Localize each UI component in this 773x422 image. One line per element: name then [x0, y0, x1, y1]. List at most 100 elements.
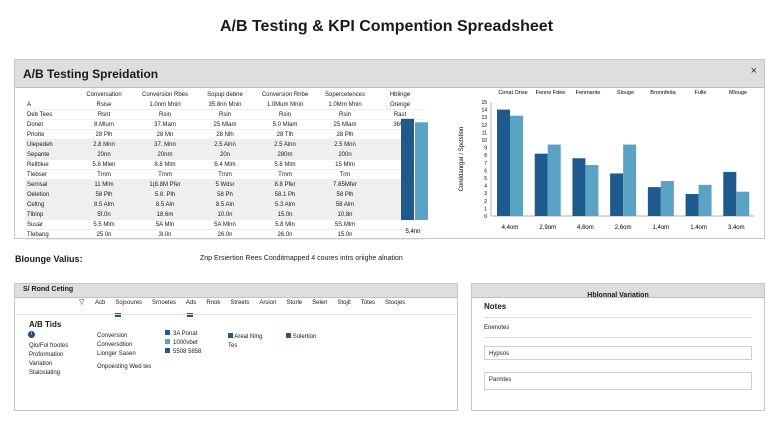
- mini-bar: [401, 118, 414, 220]
- y-tick-label: 13: [481, 115, 487, 121]
- table-cell: 2.5 Alnn: [195, 139, 255, 150]
- table-cell: 5.8 Mlen: [73, 159, 135, 170]
- enenotes-label: Enenotes: [484, 325, 510, 331]
- legend-swatch: [165, 330, 170, 335]
- table-cell: 2.5 Alnn: [255, 139, 315, 150]
- table-cell: 2.8 Mnn: [73, 139, 135, 150]
- close-icon[interactable]: ×: [750, 65, 757, 77]
- table-cell: [375, 129, 425, 140]
- table-cell: 58.1 Ph: [255, 189, 315, 200]
- table-cell: 8.5 Aln: [195, 199, 255, 210]
- info-icon[interactable]: i: [28, 331, 35, 338]
- row-label: Rellblue: [25, 159, 73, 170]
- tab-4[interactable]: Rnok: [206, 300, 221, 306]
- panel-title: Hblonnal Variation: [587, 292, 649, 299]
- table-cell: 6.4 Mlm: [195, 159, 255, 170]
- table-cell: 25 0n: [73, 229, 135, 240]
- tab-2[interactable]: Srnoetes: [152, 300, 177, 306]
- tab-6[interactable]: Arsion: [259, 300, 277, 306]
- bar: [497, 109, 510, 216]
- y-tick-label: 10: [481, 138, 487, 144]
- table-cell: 1.0Mum Mnin: [255, 100, 315, 110]
- tab-0[interactable]: Acb: [95, 300, 106, 306]
- table-cell: 15.0n: [315, 229, 375, 240]
- y-tick-label: 14: [481, 108, 487, 114]
- bar: [572, 158, 586, 216]
- legend-item: Areal Nlng: [234, 334, 263, 340]
- side-item[interactable]: Proformation: [29, 352, 64, 358]
- section-label: Blounge Valius:: [15, 254, 83, 264]
- table-row: Tlbinp 5f.0n 18.6m 10.0n 15.0n 10.8n: [25, 209, 425, 220]
- chart-column-header: Fenne Fdee: [536, 90, 566, 96]
- tab-10[interactable]: Totes: [360, 300, 376, 306]
- table-cell: 28 Plh: [315, 129, 375, 140]
- table-cell: 5.0 Mlam: [255, 119, 315, 130]
- tab-3[interactable]: Ads: [186, 300, 197, 306]
- row-label: Donet: [25, 119, 73, 130]
- table-cell: 18.6m: [135, 209, 195, 220]
- legend-item: Solertion: [292, 334, 317, 340]
- row-label: Tlebser: [25, 169, 73, 180]
- tab-indicator: [187, 313, 193, 317]
- x-tick-label: 2,9om: [539, 225, 556, 231]
- column-header: Sopup debne: [207, 92, 243, 98]
- tes-label: Tes: [228, 343, 238, 349]
- table-row: Tlebang 25 0n 3l.0n 26.0n 26.0n 15.0n: [25, 229, 425, 240]
- notes-panel: Hblonnal Variation Notes Enenotes Hypsos…: [471, 283, 765, 411]
- tab-9[interactable]: Stojit: [337, 300, 351, 306]
- tab-7[interactable]: Storle: [286, 300, 303, 306]
- table-row: A Rsise 1.0nm Mnin 35.8nn Mnin 1.0Mum Mnin 1.…: [25, 100, 425, 110]
- bar: [547, 144, 561, 216]
- y-tick-label: 5: [484, 176, 487, 182]
- dropdown-triangle-icon[interactable]: ▽: [79, 299, 85, 306]
- chart-column-header: Mlouge: [729, 90, 747, 96]
- table-row: Oeletion 58 Plh 5.8. Plh 58 Ph 58.1 Ph 58 Plh: [25, 189, 425, 200]
- tab-8[interactable]: Selen: [312, 300, 328, 306]
- conversion-label: Lionger Sasen: [97, 351, 136, 357]
- bar-chart: Conat Onse Fenne Fdee Fenmante Slouge Bronnf…: [459, 90, 755, 231]
- tab-1[interactable]: Sojsoures: [115, 300, 143, 306]
- footer-text: Onpoesting Wed tes: [97, 364, 152, 370]
- conversion-values: 3A Ponat 1000vbet 5508 5858: [165, 330, 201, 357]
- side-item[interactable]: Variation: [29, 361, 53, 367]
- row-label: Sepante: [25, 149, 73, 160]
- table-cell: [375, 169, 425, 180]
- table-cell: 20nn: [73, 149, 135, 160]
- side-item[interactable]: Staloslating: [29, 370, 61, 376]
- table-cell: Trnm: [195, 169, 255, 180]
- conversion-value: 1000vbet: [173, 340, 198, 346]
- table-cell: 37. Mnn: [135, 139, 195, 150]
- panel-header: Hblonnal Variation: [472, 284, 764, 299]
- tab-bar: Acb Sojsoures Srnoetes Ads Rnok Streets Arsion…: [95, 300, 415, 306]
- tab-5[interactable]: Streets: [230, 300, 250, 306]
- table-cell: 5A Mln: [135, 219, 195, 230]
- ab-testing-panel: A/B Testing Spreidation × Conversation Co…: [14, 59, 765, 240]
- row-label: Oeletion: [25, 189, 73, 200]
- table-cell: 10.0n: [195, 209, 255, 220]
- table-cell: 5.8 Mlm: [255, 159, 315, 170]
- row-label: A: [25, 100, 73, 110]
- conversion-value-row: 3A Ponat: [165, 330, 201, 339]
- x-tick-label: 3,4om: [728, 225, 745, 231]
- column-header: Conversion Rbes: [141, 92, 189, 98]
- tab-11[interactable]: Stoojes: [385, 300, 406, 306]
- chart-column-header: Slouge: [617, 90, 634, 96]
- conversion-value: 5508 5858: [173, 349, 202, 355]
- hypsos-field[interactable]: Hypsos: [484, 346, 752, 360]
- section-description: Znp Ersiertion Rees Conditmapped 4 coure…: [200, 255, 403, 262]
- row-label: Prlotte: [25, 129, 73, 140]
- legend-swatch: [165, 348, 170, 353]
- column-header: Conversation: [86, 92, 122, 98]
- bar: [585, 165, 599, 216]
- y-tick-label: 7: [484, 161, 487, 167]
- parmtes-field[interactable]: Parmtes: [484, 372, 752, 390]
- y-tick-label: 11: [482, 130, 487, 136]
- table-cell: 1.0Mrn Mnin: [315, 100, 375, 110]
- y-tick-label: 0: [484, 214, 487, 220]
- chart-column-header: Fenmante: [576, 90, 601, 96]
- bar: [647, 187, 661, 216]
- table-cell: 5S.Mlm: [315, 219, 375, 230]
- side-item[interactable]: Qlo/Fol frootes: [29, 343, 69, 349]
- bar: [698, 184, 712, 216]
- table-cell: 8.Mlum: [73, 119, 135, 130]
